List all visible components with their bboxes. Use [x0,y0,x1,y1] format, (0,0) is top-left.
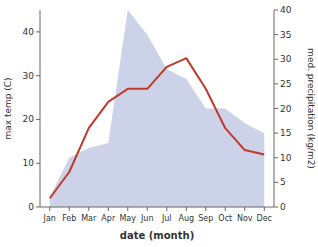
x-tick-label: Apr [101,214,116,223]
y2-tick-label: 25 [280,79,291,89]
marks [50,10,265,207]
y-axis-line [40,10,41,207]
axes: 0 10 20 30 40 0 5 10 15 20 25 30 35 40 Jan Feb Mar AprMay… [23,5,292,223]
precipitation-area [50,10,265,207]
y2-tick [274,10,278,11]
y2-tick-label: 20 [280,104,292,114]
x-tick-label: Sep [198,214,213,223]
y-tick-label: 10 [23,158,35,168]
chart: 0 10 20 30 40 0 5 10 15 20 25 30 35 40 Jan Feb Mar AprMay… [0,0,318,247]
y-tick [36,75,40,76]
x-tick-label: Jun [140,214,154,223]
y-tick [36,119,40,120]
x-tick [205,207,206,211]
x-tick-label: Jan [43,214,56,223]
y2-tick-label: 15 [280,128,291,138]
y2-tick-label: 40 [280,5,292,15]
y2-tick [274,207,278,208]
y-tick-label: 40 [23,27,35,37]
x-tick-label: Aug [178,214,194,223]
x-tick-label: Jul [161,214,172,223]
y2-tick [274,83,278,84]
y2-tick [274,34,278,35]
y2-tick-label: 30 [280,54,292,64]
y-tick-label: 30 [23,71,35,81]
x-tick [244,207,245,211]
y-tick [36,207,40,208]
x-tick [186,207,187,211]
x-axis-title: date (month) [120,230,194,241]
y2-tick [274,108,278,109]
y-tick [36,31,40,32]
y2-axis-title: med. precipitation (kg/m2) [306,48,316,169]
y2-tick [274,133,278,134]
y2-tick-label: 35 [280,30,291,40]
y2-tick [274,157,278,158]
x-tick [127,207,128,211]
x-tick-label: Oct [218,214,232,223]
y2-tick [274,182,278,183]
y-tick [36,163,40,164]
chart-container: 0 10 20 30 40 0 5 10 15 20 25 30 35 40 Jan Feb Mar AprMay… [0,0,318,247]
x-tick-label: May [119,214,136,223]
x-tick-label: Mar [81,214,97,223]
x-tick-label: Dec [257,214,272,223]
x-tick [69,207,70,211]
temperature-line [50,58,265,198]
x-tick-label: Nov [237,214,253,223]
x-tick [49,207,50,211]
x-tick-label: Feb [62,214,76,223]
y-tick-label: 20 [23,114,35,124]
x-tick [147,207,148,211]
x-tick [108,207,109,211]
y-axis-title: max temp (C) [3,77,13,139]
x-axis-line [40,207,274,208]
x-tick [166,207,167,211]
y-tick-label: 0 [28,202,34,212]
y2-tick-label: 5 [280,177,286,187]
y2-tick [274,59,278,60]
x-tick [88,207,89,211]
y2-tick-label: 10 [280,153,292,163]
x-tick [264,207,265,211]
x-tick [225,207,226,211]
y2-tick-label: 0 [280,202,286,212]
